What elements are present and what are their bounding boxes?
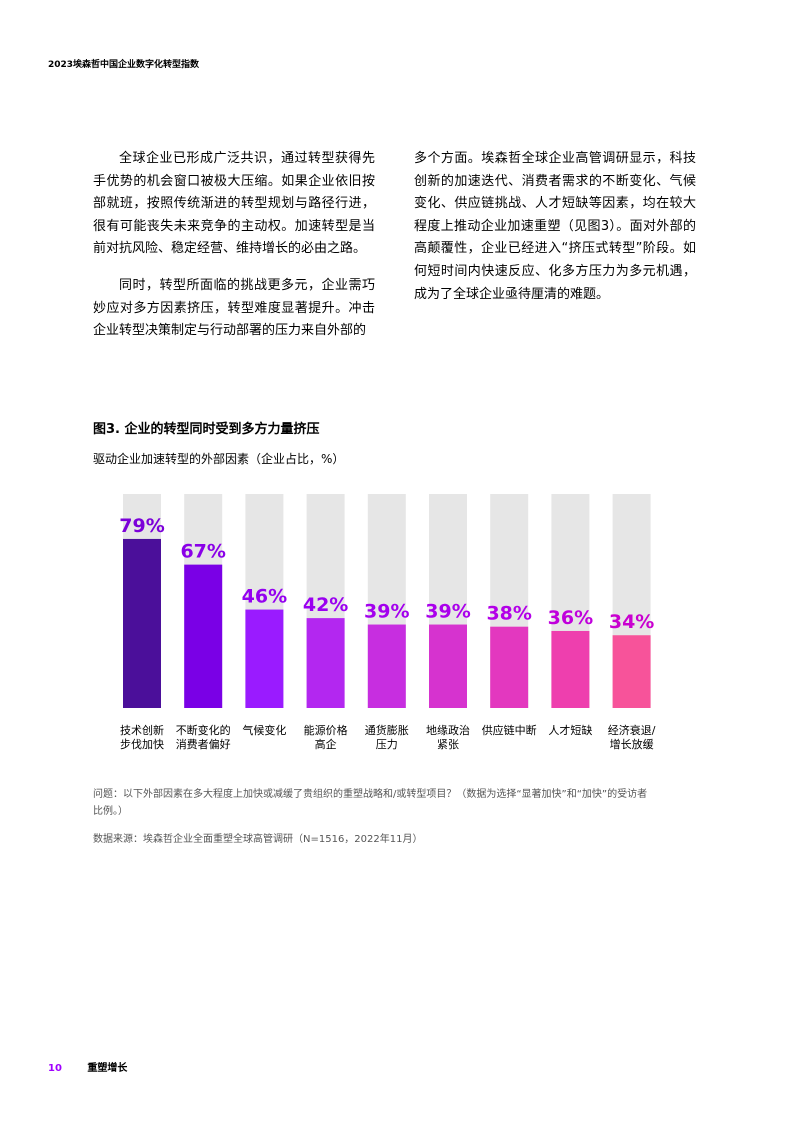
figure-notes: 问题：以下外部因素在多大程度上加快或减缓了贵组织的重塑战略和/或转型项目？（数据… — [93, 786, 653, 859]
data-label: 39% — [425, 601, 470, 623]
category-label: 技术创新 — [120, 723, 164, 737]
category-label: 增长放缓 — [610, 737, 654, 751]
body-paragraph: 多个方面。埃森哲全球企业高管调研显示，科技创新的加速迭代、消费者需求的不断变化、… — [414, 151, 696, 302]
bar — [184, 564, 223, 708]
bar — [123, 538, 161, 708]
category-label: 能源价格 — [304, 723, 348, 737]
data-label: 42% — [303, 594, 348, 616]
data-label: 67% — [180, 541, 225, 563]
category-label: 气候变化 — [242, 723, 286, 737]
bar — [245, 609, 284, 708]
category-label: 经济衰退/ — [608, 723, 656, 737]
category-label: 紧张 — [437, 738, 459, 751]
body-right-column: 多个方面。埃森哲全球企业高管调研显示，科技创新的加速迭代、消费者需求的不断变化、… — [414, 148, 696, 320]
bar — [612, 635, 651, 708]
category-label: 供应链中断 — [482, 723, 537, 737]
category-label: 地缘政治 — [426, 723, 470, 737]
figure-title: 图3. 企业的转型同时受到多方力量挤压 — [93, 422, 320, 437]
footer-section-title: 重塑增长 — [87, 1063, 128, 1074]
figure-subtitle: 驱动企业加速转型的外部因素（企业占比，%） — [93, 452, 345, 466]
category-label: 压力 — [376, 738, 398, 751]
body-left-column: 全球企业已形成广泛共识，通过转型获得先手优势的机会窗口被极大压缩。如果企业依旧按… — [93, 148, 375, 357]
bar — [551, 630, 590, 708]
body-paragraph: 同时，转型所面临的挑战更多元，企业需巧妙应对多方因素挤压，转型难度显著提升。冲击… — [93, 277, 375, 339]
data-label: 38% — [486, 603, 531, 625]
data-label: 34% — [609, 611, 654, 633]
data-label: 36% — [548, 607, 593, 629]
bar — [490, 626, 529, 708]
body-paragraph: 全球企业已形成广泛共识，通过转型获得先手优势的机会窗口被极大压缩。如果企业依旧按… — [93, 151, 375, 257]
category-label: 人才短缺 — [548, 723, 592, 737]
page-number: 10 — [48, 1063, 62, 1074]
data-label: 39% — [364, 601, 409, 623]
data-label: 46% — [242, 586, 287, 608]
data-label: 79% — [119, 515, 164, 537]
category-label: 步伐加快 — [120, 738, 164, 751]
data-source-note: 数据来源：埃森哲企业全面重塑全球高管调研（N=1516，2022年11月） — [93, 834, 423, 845]
bar — [367, 624, 406, 708]
category-label: 不断变化的 — [176, 723, 231, 737]
bar — [306, 618, 345, 708]
category-label: 消费者偏好 — [176, 737, 231, 751]
category-label: 通货膨胀 — [365, 723, 409, 737]
category-label: 高企 — [315, 737, 337, 751]
report-header: 2023埃森哲中国企业数字化转型指数 — [48, 60, 200, 70]
bar — [429, 624, 467, 708]
page-footer: 10 重塑增长 — [48, 1059, 127, 1074]
survey-question-note: 问题：以下外部因素在多大程度上加快或减缓了贵组织的重塑战略和/或转型项目？（数据… — [93, 789, 648, 817]
